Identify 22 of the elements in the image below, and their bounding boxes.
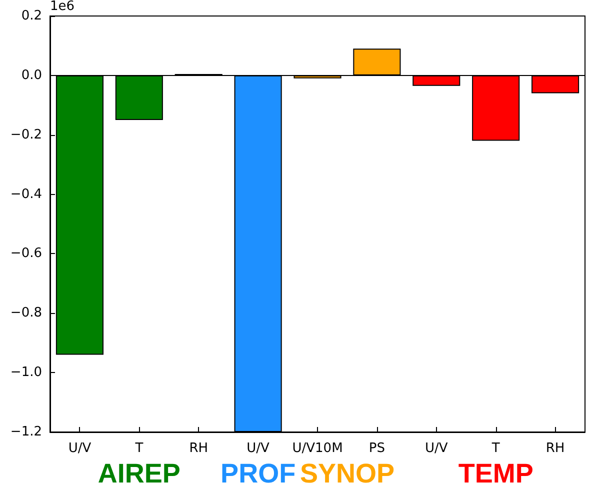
y-tick-label: −0.4	[10, 186, 42, 202]
x-tick-label: U/V	[246, 441, 270, 456]
x-tick-label: RH	[546, 441, 565, 456]
y-tick-label: −0.2	[10, 127, 42, 142]
x-tick-label: RH	[189, 441, 208, 456]
y-tick-label: −0.8	[10, 306, 42, 321]
x-tick-label: U/V	[424, 441, 448, 456]
x-tick-label: U/V10M	[292, 441, 343, 456]
x-tick-label: U/V	[68, 441, 92, 456]
text: AIREP	[98, 458, 180, 488]
y-tick-label: −1.2	[10, 424, 42, 440]
y-tick-label: 0.2	[21, 8, 42, 24]
series-label: PROF	[220, 458, 296, 488]
x-tick-label: T	[134, 441, 144, 456]
text: 1e6	[50, 0, 75, 14]
y-tick-label: −1.0	[10, 365, 42, 380]
text: TEMP	[458, 458, 534, 488]
y-tick-label: −0.6	[10, 246, 42, 262]
x-tick-label: PS	[368, 441, 385, 456]
y-tick-label: 0.0	[21, 68, 42, 83]
x-tick-label: T	[490, 441, 500, 456]
text: SYNOP	[300, 458, 394, 488]
